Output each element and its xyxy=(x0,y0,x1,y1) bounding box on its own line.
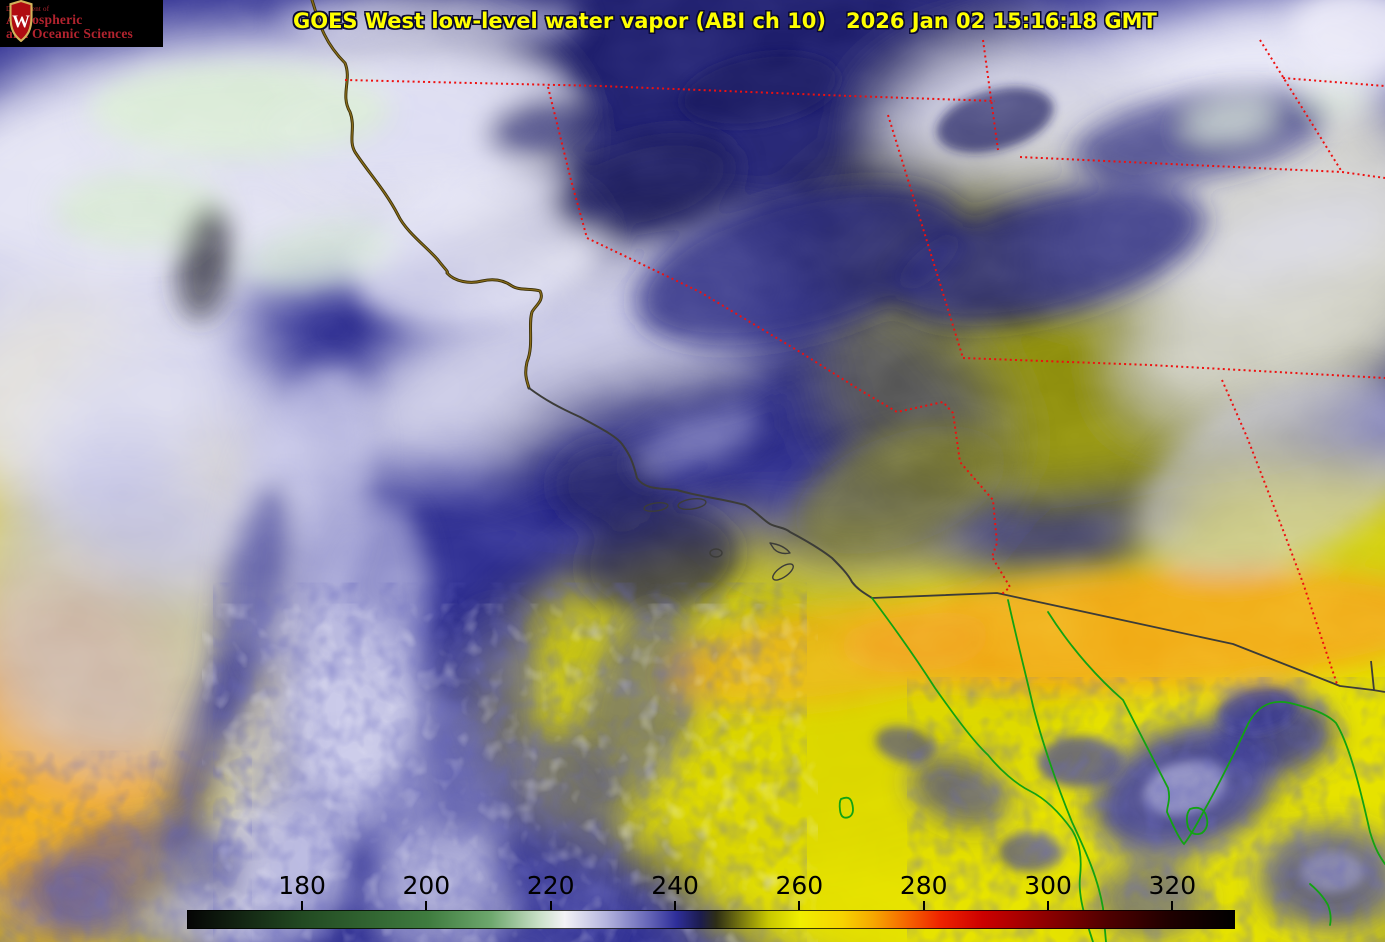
image-title: GOES West low-level water vapor (ABI ch … xyxy=(293,9,1157,33)
mexico-coastline-layer xyxy=(838,597,1385,942)
colorbar-tick-label: 280 xyxy=(899,871,948,900)
colorbar-tick xyxy=(549,901,552,910)
colorbar-tick xyxy=(1047,901,1050,910)
colorbar-tick-label: 200 xyxy=(402,871,451,900)
image-timestamp: 2026 Jan 02 15:16:18 GMT xyxy=(846,9,1157,33)
uw-aos-logo: W Department of Atmospheric and Oceanic … xyxy=(0,0,163,47)
colorbar-tick-label: 180 xyxy=(278,871,326,900)
colorbar-tick-label: 320 xyxy=(1148,871,1197,900)
colorbar-tick-label: 300 xyxy=(1024,871,1072,900)
logo-line-oceanic: and Oceanic Sciences xyxy=(6,26,133,42)
coastline-layer xyxy=(310,0,873,599)
colorbar-tick xyxy=(301,901,304,910)
colorbar-tick-label: 240 xyxy=(651,871,699,900)
colorbar-tick xyxy=(425,901,428,910)
colorbar-tick xyxy=(674,901,677,910)
colorbar-tick-label: 220 xyxy=(526,871,575,900)
colorbar-tick xyxy=(922,901,925,910)
uw-crest-icon: W xyxy=(9,0,33,42)
colorbar-labels: 180 200 220 240 260 280 300 320 xyxy=(187,872,1233,899)
colorbar-tick xyxy=(1171,901,1174,910)
colorbar-tick xyxy=(798,901,801,910)
colorbar-gradient xyxy=(187,910,1235,929)
colorbar-ticks xyxy=(187,901,1233,910)
state-borders-layer xyxy=(344,39,1385,685)
mexico-border-layer xyxy=(871,592,1385,693)
svg-text:W: W xyxy=(12,11,30,31)
colorbar-tick-label: 260 xyxy=(775,871,824,900)
product-title: GOES West low-level water vapor (ABI ch … xyxy=(293,9,827,33)
